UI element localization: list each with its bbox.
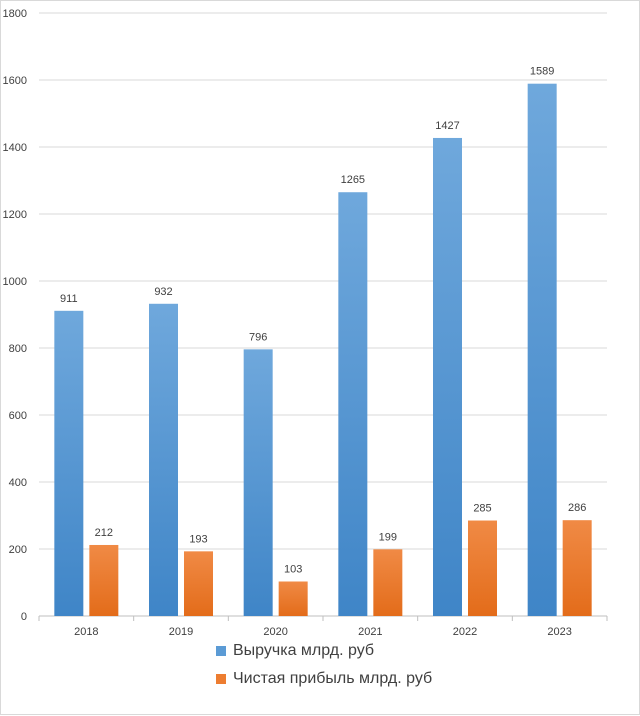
bar-revenue-2022 [433, 137, 462, 616]
bar-profit-2023 [562, 520, 592, 616]
legend-swatch-revenue [216, 646, 226, 656]
x-tick-label: 2023 [547, 626, 571, 638]
legend-swatch-profit [216, 674, 226, 684]
gridlines [39, 12, 607, 617]
data-label-profit: 286 [568, 502, 586, 514]
y-tick-label: 1400 [3, 142, 27, 154]
bar-revenue-2020 [243, 349, 273, 616]
y-tick-label: 0 [21, 611, 27, 623]
y-tick-label: 1000 [3, 276, 27, 288]
data-label-profit: 285 [473, 503, 491, 515]
y-tick-label: 1600 [3, 75, 27, 87]
bar-profit-2018 [89, 544, 119, 616]
data-label-profit: 103 [284, 563, 302, 575]
data-labels: 911 212 932 193 796 103 1265 199 1427 285 1589 286 [60, 66, 586, 576]
bar-revenue-2021 [338, 192, 368, 616]
legend-label-revenue: Выручка млрд. руб [233, 642, 375, 659]
data-label-profit: 193 [189, 533, 207, 545]
x-tick-label: 2019 [169, 626, 193, 638]
data-label-revenue: 911 [60, 293, 78, 305]
data-label-profit: 212 [95, 527, 113, 539]
y-axis-ticks: 0 200 400 600 800 1000 1200 1400 1600 1800 [3, 8, 27, 623]
x-tick-label: 2020 [263, 626, 287, 638]
data-label-revenue: 932 [154, 286, 172, 298]
bar-profit-2019 [184, 551, 213, 616]
x-tick-label: 2021 [358, 626, 382, 638]
bars [54, 83, 592, 616]
x-tick-label: 2018 [74, 626, 98, 638]
y-tick-label: 600 [9, 410, 27, 422]
data-label-profit: 199 [379, 531, 397, 543]
y-tick-label: 1200 [3, 209, 27, 221]
bar-revenue-2019 [149, 303, 178, 616]
bar-profit-2021 [373, 549, 403, 616]
x-axis-ticks: 2018 2019 2020 2021 2022 2023 [38, 616, 608, 638]
bar-profit-2022 [468, 520, 497, 616]
y-tick-label: 1800 [3, 8, 27, 20]
y-tick-label: 800 [9, 343, 27, 355]
legend: Выручка млрд. руб Чистая прибыль млрд. р… [216, 637, 432, 693]
x-tick-label: 2022 [453, 626, 477, 638]
legend-item-revenue: Выручка млрд. руб [216, 637, 432, 665]
legend-item-profit: Чистая прибыль млрд. руб [216, 665, 432, 693]
data-label-revenue: 796 [249, 331, 267, 343]
data-label-revenue: 1265 [341, 174, 365, 186]
legend-label-profit: Чистая прибыль млрд. руб [233, 670, 433, 687]
y-tick-label: 200 [9, 544, 27, 556]
bar-revenue-2023 [527, 83, 557, 616]
y-tick-label: 400 [9, 477, 27, 489]
bar-profit-2020 [278, 581, 308, 616]
data-label-revenue: 1427 [435, 120, 459, 132]
bar-revenue-2018 [54, 310, 84, 616]
data-label-revenue: 1589 [530, 66, 554, 78]
